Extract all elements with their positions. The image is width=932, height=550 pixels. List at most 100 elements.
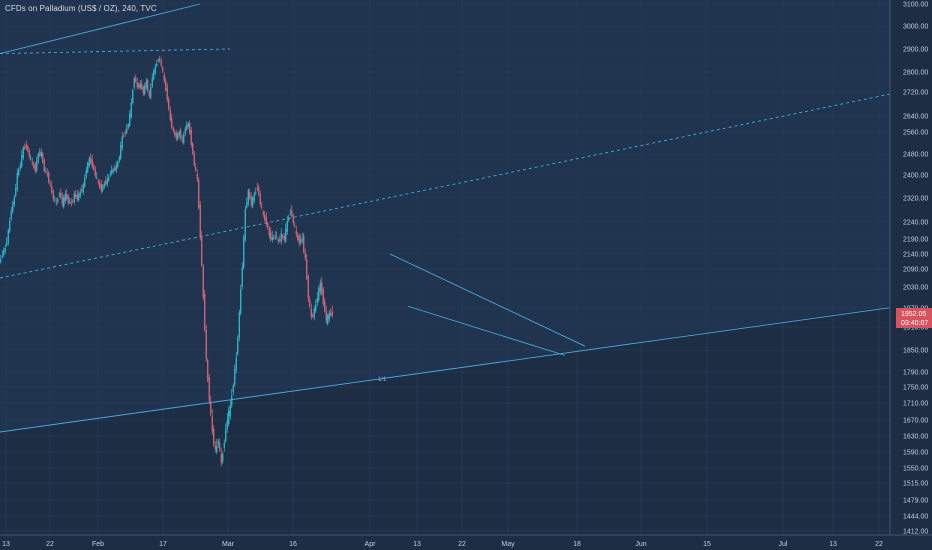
candle-body (132, 90, 134, 103)
chart-legend[interactable]: CFDs on Palladium (US$ / OZ), 240, TVC (5, 4, 157, 13)
candle-body (88, 158, 90, 166)
price-tick-label: 2140.00 (903, 252, 928, 259)
candle-body (247, 190, 249, 204)
candle-body (180, 130, 182, 140)
candle-body (166, 87, 168, 100)
candle-body (297, 234, 299, 240)
candle-body (210, 401, 212, 414)
candle-body (120, 145, 122, 159)
candle-body (121, 136, 123, 149)
last-price-value: 1952.05 (901, 311, 926, 318)
candle-body (151, 77, 153, 86)
candle-body (316, 298, 318, 304)
candle-body (328, 312, 330, 320)
time-tick-label: Mar (222, 541, 235, 548)
candle-body (34, 165, 36, 172)
candle-body (43, 160, 45, 171)
time-axis-panel[interactable] (0, 535, 932, 550)
candle-body (274, 235, 276, 238)
last-price-tag-bg (896, 308, 932, 328)
price-tick-label: 3000.00 (903, 24, 928, 31)
candle-body (232, 385, 234, 392)
candle-body (142, 86, 144, 94)
candle-body (54, 199, 56, 201)
price-tick-label: 1412.00 (903, 529, 928, 536)
candle-body (295, 230, 297, 235)
candle-body (276, 237, 278, 239)
time-tick-label: Jun (635, 541, 646, 548)
candle-body (135, 78, 137, 82)
candle-body (36, 161, 38, 171)
candle-body (159, 58, 161, 62)
candle-body (282, 235, 284, 238)
candle-body (127, 124, 129, 128)
grid (0, 0, 890, 535)
candle-body (79, 191, 81, 196)
candle-body (145, 81, 147, 88)
candle-body (208, 377, 210, 401)
candle-body (133, 78, 135, 88)
candle-body (280, 233, 282, 242)
candle-body (235, 357, 237, 371)
last-price-countdown: 03:40:07 (901, 320, 928, 327)
candle-body (306, 259, 308, 279)
candle-body (288, 217, 290, 221)
candle-body (70, 202, 72, 204)
candle-body (91, 159, 93, 167)
candle-body (184, 128, 186, 134)
time-tick-label: 22 (875, 541, 883, 548)
price-tick-label: 1750.00 (903, 385, 928, 392)
candle-body (64, 193, 66, 202)
candle-body (42, 153, 44, 163)
candle-body (4, 248, 6, 251)
candle-body (301, 239, 303, 241)
candle-body (58, 194, 60, 196)
candle-body (165, 81, 167, 91)
candle-body (270, 232, 272, 240)
candle-body (228, 410, 230, 424)
candle-body (21, 155, 23, 167)
candle-body (45, 171, 47, 172)
candle-body (115, 165, 117, 172)
candle-body (61, 197, 63, 205)
candle-body (73, 193, 75, 202)
candle-body (262, 211, 264, 215)
candle-body (223, 443, 225, 448)
candle-body (277, 239, 279, 242)
trendline (0, 48, 231, 55)
time-tick-label: 13 (2, 541, 10, 548)
candle-body (241, 267, 243, 287)
candle-body (103, 183, 105, 187)
candle-body (169, 110, 171, 120)
candle-body (313, 308, 315, 318)
price-axis-panel[interactable] (890, 0, 932, 535)
candle-body (49, 183, 51, 185)
price-tick-label: 1790.00 (903, 370, 928, 377)
annotation-label: 1/1 (378, 377, 387, 383)
candle-body (76, 194, 78, 200)
candle-body (250, 196, 252, 205)
candle-body (196, 173, 198, 180)
candle-body (237, 337, 239, 354)
candle-body (156, 63, 158, 67)
candle-body (19, 165, 21, 169)
candle-body (211, 416, 213, 432)
candle-body (286, 221, 288, 232)
candle-body (16, 173, 18, 190)
candle-body (129, 113, 131, 126)
price-tick-label: 2030.00 (903, 285, 928, 292)
candle-body (112, 169, 114, 172)
candle-body (265, 216, 267, 225)
trendline (389, 253, 586, 347)
candle-body (214, 446, 216, 449)
candle-body (157, 59, 159, 61)
time-tick-label: 18 (573, 541, 581, 548)
candle-body (25, 144, 27, 148)
price-tick-label: 1550.00 (903, 466, 928, 473)
candle-body (160, 61, 162, 66)
time-tick-label: May (501, 541, 515, 548)
candle-body (168, 99, 170, 110)
candle-body (147, 80, 149, 91)
candle-body (48, 172, 50, 183)
